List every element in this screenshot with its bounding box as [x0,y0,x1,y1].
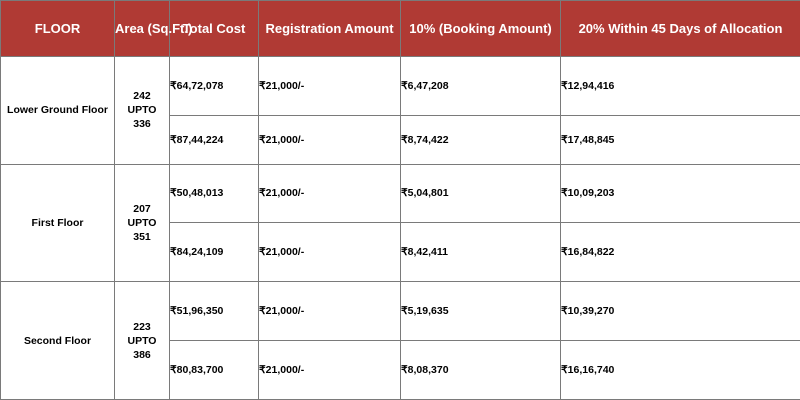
table-row: ₹87,44,224 ₹21,000/- ₹8,74,422 ₹17,48,84… [1,114,800,165]
booking-cell: ₹5,19,635 [400,281,561,342]
total-cost-cell: ₹50,48,013 [169,163,259,224]
booking-cell: ₹6,47,208 [400,56,561,116]
allocation-cell: ₹10,09,203 [560,163,800,224]
area-cell: 242 UPTO 336 [114,56,170,165]
header-registration-amount: Registration Amount [258,0,401,57]
area-cell: 207 UPTO 351 [114,163,170,283]
header-booking-amount: 10% (Booking Amount) [400,0,561,57]
table-row: First Floor 207 UPTO 351 ₹50,48,013 ₹21,… [0,163,800,283]
total-cost-cell: ₹64,72,078 [169,56,259,116]
area-cell: 223 UPTO 386 [114,281,170,400]
allocation-cell: ₹12,94,416 [560,56,800,116]
allocation-cell: ₹17,48,845 [560,114,800,165]
floor-cell: Second Floor [0,281,115,400]
header-row: FLOOR Area (Sq.Ft.) Total Cost Registrat… [0,0,800,57]
header-floor: FLOOR [0,0,115,57]
registration-cell: ₹21,000/- [258,340,401,400]
booking-cell: ₹8,74,422 [400,114,561,165]
allocation-cell: ₹16,84,822 [560,222,800,283]
total-cost-cell: ₹87,44,224 [169,114,259,165]
header-total-cost: Total Cost [169,0,259,57]
floor-cell: First Floor [0,163,115,283]
booking-cell: ₹5,04,801 [400,163,561,224]
header-area: Area (Sq.Ft.) [114,0,192,57]
registration-cell: ₹21,000/- [258,281,401,342]
allocation-cell: ₹10,39,270 [560,281,800,342]
booking-cell: ₹8,08,370 [400,340,561,400]
registration-cell: ₹21,000/- [258,222,401,283]
table-row: ₹84,24,109 ₹21,000/- ₹8,42,411 ₹16,84,82… [1,222,800,283]
total-cost-cell: ₹51,96,350 [169,281,259,342]
table-row: Second Floor 223 UPTO 386 ₹51,96,350 ₹21… [0,281,800,400]
table-row: ₹80,83,700 ₹21,000/- ₹8,08,370 ₹16,16,74… [1,340,800,400]
booking-cell: ₹8,42,411 [400,222,561,283]
table-row: Lower Ground Floor 242 UPTO 336 ₹64,72,0… [0,56,800,165]
total-cost-cell: ₹80,83,700 [169,340,259,400]
header-allocation-amount: 20% Within 45 Days of Allocation [560,0,800,57]
floor-cell: Lower Ground Floor [0,56,115,165]
registration-cell: ₹21,000/- [258,163,401,224]
registration-cell: ₹21,000/- [258,56,401,116]
registration-cell: ₹21,000/- [258,114,401,165]
allocation-cell: ₹16,16,740 [560,340,800,400]
total-cost-cell: ₹84,24,109 [169,222,259,283]
